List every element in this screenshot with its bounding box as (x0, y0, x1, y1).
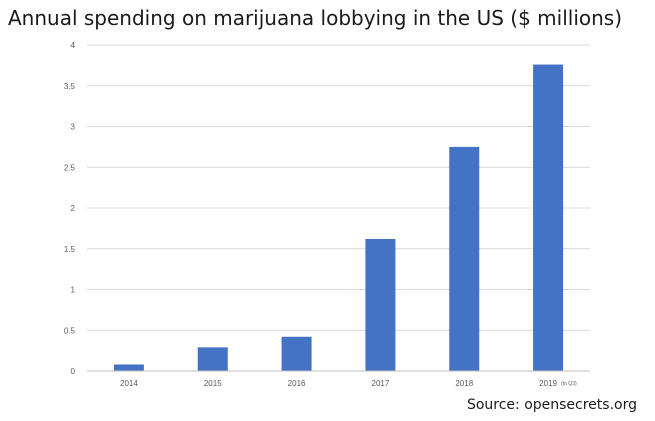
y-tick-label: 4 (71, 41, 76, 50)
source-note: Source: opensecrets.org (466, 397, 637, 413)
x-tick-note: (to Q3) (561, 381, 577, 387)
bars (113, 64, 564, 371)
y-tick-label: 2 (71, 204, 76, 213)
bar-2016 (281, 336, 312, 371)
grid-lines (87, 44, 590, 331)
y-tick-label: 1.5 (64, 245, 76, 254)
x-tick-label-2017: 2017 (372, 379, 390, 388)
x-tick-label-2018: 2018 (455, 379, 473, 388)
y-tick-label: 0.5 (64, 326, 76, 335)
y-tick-label: 0 (71, 367, 76, 376)
y-tick-label: 3.5 (64, 82, 76, 91)
bar-2015 (197, 347, 228, 371)
x-tick-label-2015: 2015 (204, 379, 222, 388)
bar-2014 (113, 364, 144, 371)
x-tick-label-2016: 2016 (288, 379, 306, 388)
x-tick-labels: 2014 2015 2016 2017 2018 2019 (to Q3) (120, 379, 577, 388)
y-tick-label: 2.5 (64, 163, 76, 172)
bar-2017 (365, 238, 396, 371)
y-tick-label: 1 (71, 286, 76, 295)
x-tick-label-2014: 2014 (120, 379, 138, 388)
y-tick-label: 3 (71, 123, 76, 132)
x-tick-label-2019: 2019 (539, 379, 557, 388)
y-tick-labels: 0 0.5 1 1.5 2 2.5 3 3.5 4 (64, 41, 76, 376)
chart-title: Annual spending on marijuana lobbying in… (8, 6, 623, 30)
bar-2018 (449, 146, 480, 371)
bar-2019 (533, 64, 564, 371)
